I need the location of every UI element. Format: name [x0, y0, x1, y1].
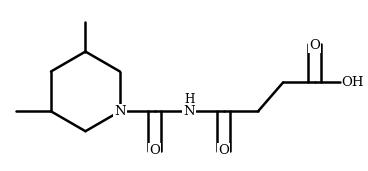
- Text: O: O: [218, 144, 229, 157]
- Text: N: N: [183, 105, 195, 118]
- Text: O: O: [309, 39, 320, 52]
- Text: OH: OH: [341, 76, 364, 89]
- Text: H: H: [184, 93, 194, 106]
- Text: N: N: [114, 105, 126, 118]
- Text: O: O: [149, 144, 160, 157]
